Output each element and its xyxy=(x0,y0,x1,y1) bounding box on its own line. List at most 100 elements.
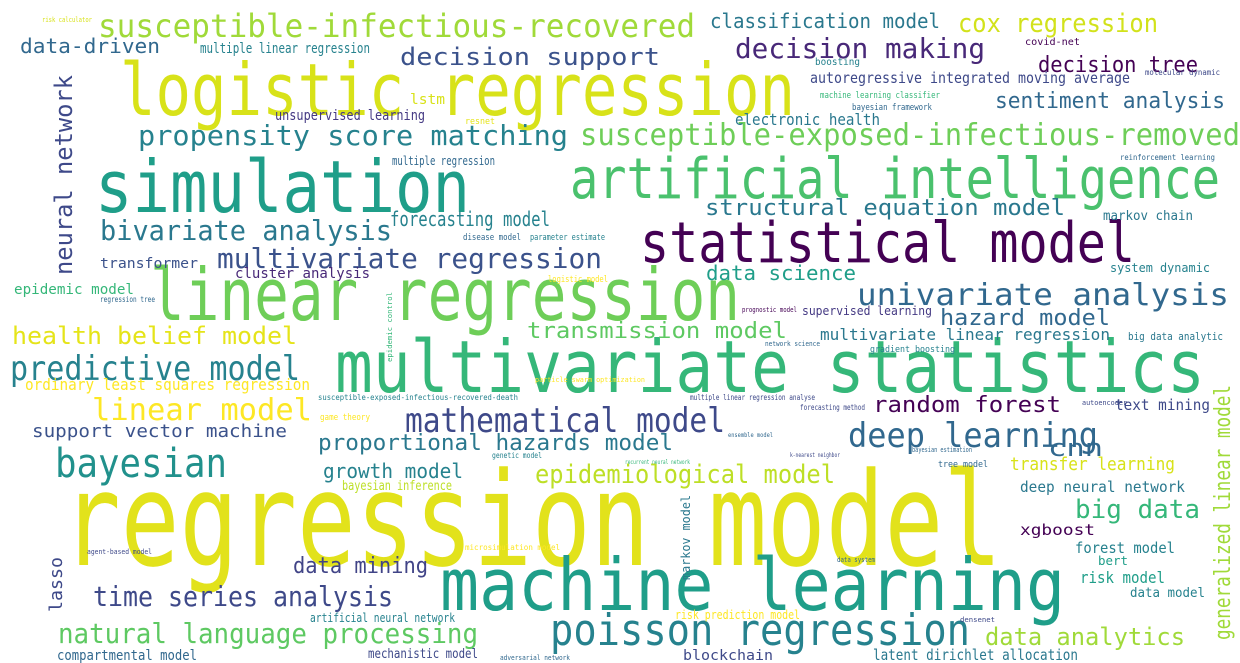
word: network science xyxy=(765,340,820,348)
word: deep neural network xyxy=(1020,478,1185,496)
word: structural equation model xyxy=(705,196,1065,221)
word: data model xyxy=(1130,586,1205,601)
word: statistical model xyxy=(640,211,1135,276)
word: multivariate linear regression xyxy=(820,325,1110,344)
word: transmission model xyxy=(527,319,787,344)
word: risk model xyxy=(1080,568,1165,587)
word: cluster analysis xyxy=(235,266,370,282)
word: decision support xyxy=(400,43,660,71)
word: bayesian inference xyxy=(342,479,452,494)
word: blockchain xyxy=(683,648,773,663)
word: hazard model xyxy=(940,306,1110,331)
word: artificial neural network xyxy=(310,611,456,625)
word: supervised learning xyxy=(802,304,932,318)
word: decision tree xyxy=(1038,53,1198,78)
word: logistic regression xyxy=(120,48,795,132)
word: resnet xyxy=(465,117,495,127)
word: densenet xyxy=(960,616,995,624)
word: autoencoder xyxy=(1082,399,1127,407)
word: forest model xyxy=(1075,539,1175,557)
word: poisson regression xyxy=(550,605,970,656)
word: susceptible-exposed-infectious-recovered… xyxy=(318,393,518,402)
word: machine learning xyxy=(440,543,1065,627)
word: lasso xyxy=(46,557,67,612)
word: big data xyxy=(1075,495,1200,525)
word: regression model xyxy=(62,444,1002,596)
word: data system xyxy=(837,556,875,564)
word: mathematical model xyxy=(405,401,725,441)
word: neural network xyxy=(50,74,78,275)
word: data-driven xyxy=(20,34,160,58)
word: susceptible-infectious-recovered xyxy=(98,7,695,45)
word: transfer learning xyxy=(1010,454,1175,475)
word: boosting xyxy=(815,57,860,68)
word: covid-net xyxy=(1025,37,1080,48)
word: text mining xyxy=(1115,396,1210,414)
word: predictive model xyxy=(10,349,300,389)
word: susceptible-exposed-infectious-removed xyxy=(580,118,1240,153)
word: data science xyxy=(706,261,856,285)
word: support vector machine xyxy=(32,421,287,442)
word: health belief model xyxy=(12,322,297,350)
word: prognostic model xyxy=(742,306,797,314)
word: multiple linear regression xyxy=(200,41,370,57)
word: growth model xyxy=(323,459,463,483)
word: particle swarm optimization xyxy=(535,376,645,384)
word: multivariate statistics xyxy=(335,325,1205,409)
word: gradient boosting xyxy=(870,345,955,355)
word: agent-based model xyxy=(87,548,152,556)
word: linear regression xyxy=(150,253,740,337)
word: generalized linear model xyxy=(1211,385,1236,640)
word: bayesian framework xyxy=(852,103,932,113)
word: sentiment analysis xyxy=(995,89,1225,114)
word: tree model xyxy=(938,460,988,470)
word: univariate analysis xyxy=(857,278,1229,313)
word: bayesian estimation xyxy=(912,446,972,454)
word: decision making xyxy=(735,32,985,65)
word: parameter estimate xyxy=(530,233,605,243)
word: random forest xyxy=(873,393,1061,418)
word: risk prediction model xyxy=(675,608,800,622)
word: epidemiological model xyxy=(535,460,835,490)
word: recurrent neural network xyxy=(625,459,690,466)
word: system dynamic xyxy=(1110,261,1210,275)
word: ensemble model xyxy=(728,432,773,439)
word: markov model xyxy=(679,495,693,580)
word: bert xyxy=(1098,554,1128,568)
word: logistic model xyxy=(548,275,608,285)
word: risk calculator xyxy=(42,16,92,24)
word: markov chain xyxy=(1103,209,1193,224)
word: propensity score matching xyxy=(138,119,568,152)
word: cox regression xyxy=(958,9,1158,39)
word: multiple linear regression analyse xyxy=(690,393,815,402)
word: genetic model xyxy=(492,451,542,460)
word: mechanistic model xyxy=(368,647,478,662)
word: latent dirichlet allocation xyxy=(873,646,1078,663)
word: data mining xyxy=(293,554,428,579)
word: deep learning xyxy=(848,416,1098,456)
word: regression tree xyxy=(100,295,155,304)
word: forecasting method xyxy=(800,403,865,412)
word: molecular dynamic xyxy=(1145,68,1220,77)
word: bayesian xyxy=(55,441,227,487)
word: microsimulation model xyxy=(465,543,560,552)
word: adversarial network xyxy=(500,654,571,662)
word: simulation xyxy=(95,145,470,229)
word: linear model xyxy=(92,393,312,428)
word: lstm xyxy=(410,92,445,108)
word: multiple regression xyxy=(392,154,495,168)
word: reinforcement learning xyxy=(1120,153,1215,162)
word: compartmental model xyxy=(57,648,197,663)
word: natural language processing xyxy=(58,617,478,650)
word: proportional hazards model xyxy=(318,431,673,456)
word: ordinary least squares regression xyxy=(25,375,310,394)
word: cnn xyxy=(1048,434,1103,462)
word: data analytics xyxy=(985,623,1185,651)
word: autoregressive integrated moving average xyxy=(810,69,1130,87)
word: unsupervised learning xyxy=(275,108,425,124)
word: disease model xyxy=(463,233,521,243)
word: forecasting model xyxy=(390,207,550,231)
word: epidemic control xyxy=(386,292,394,362)
